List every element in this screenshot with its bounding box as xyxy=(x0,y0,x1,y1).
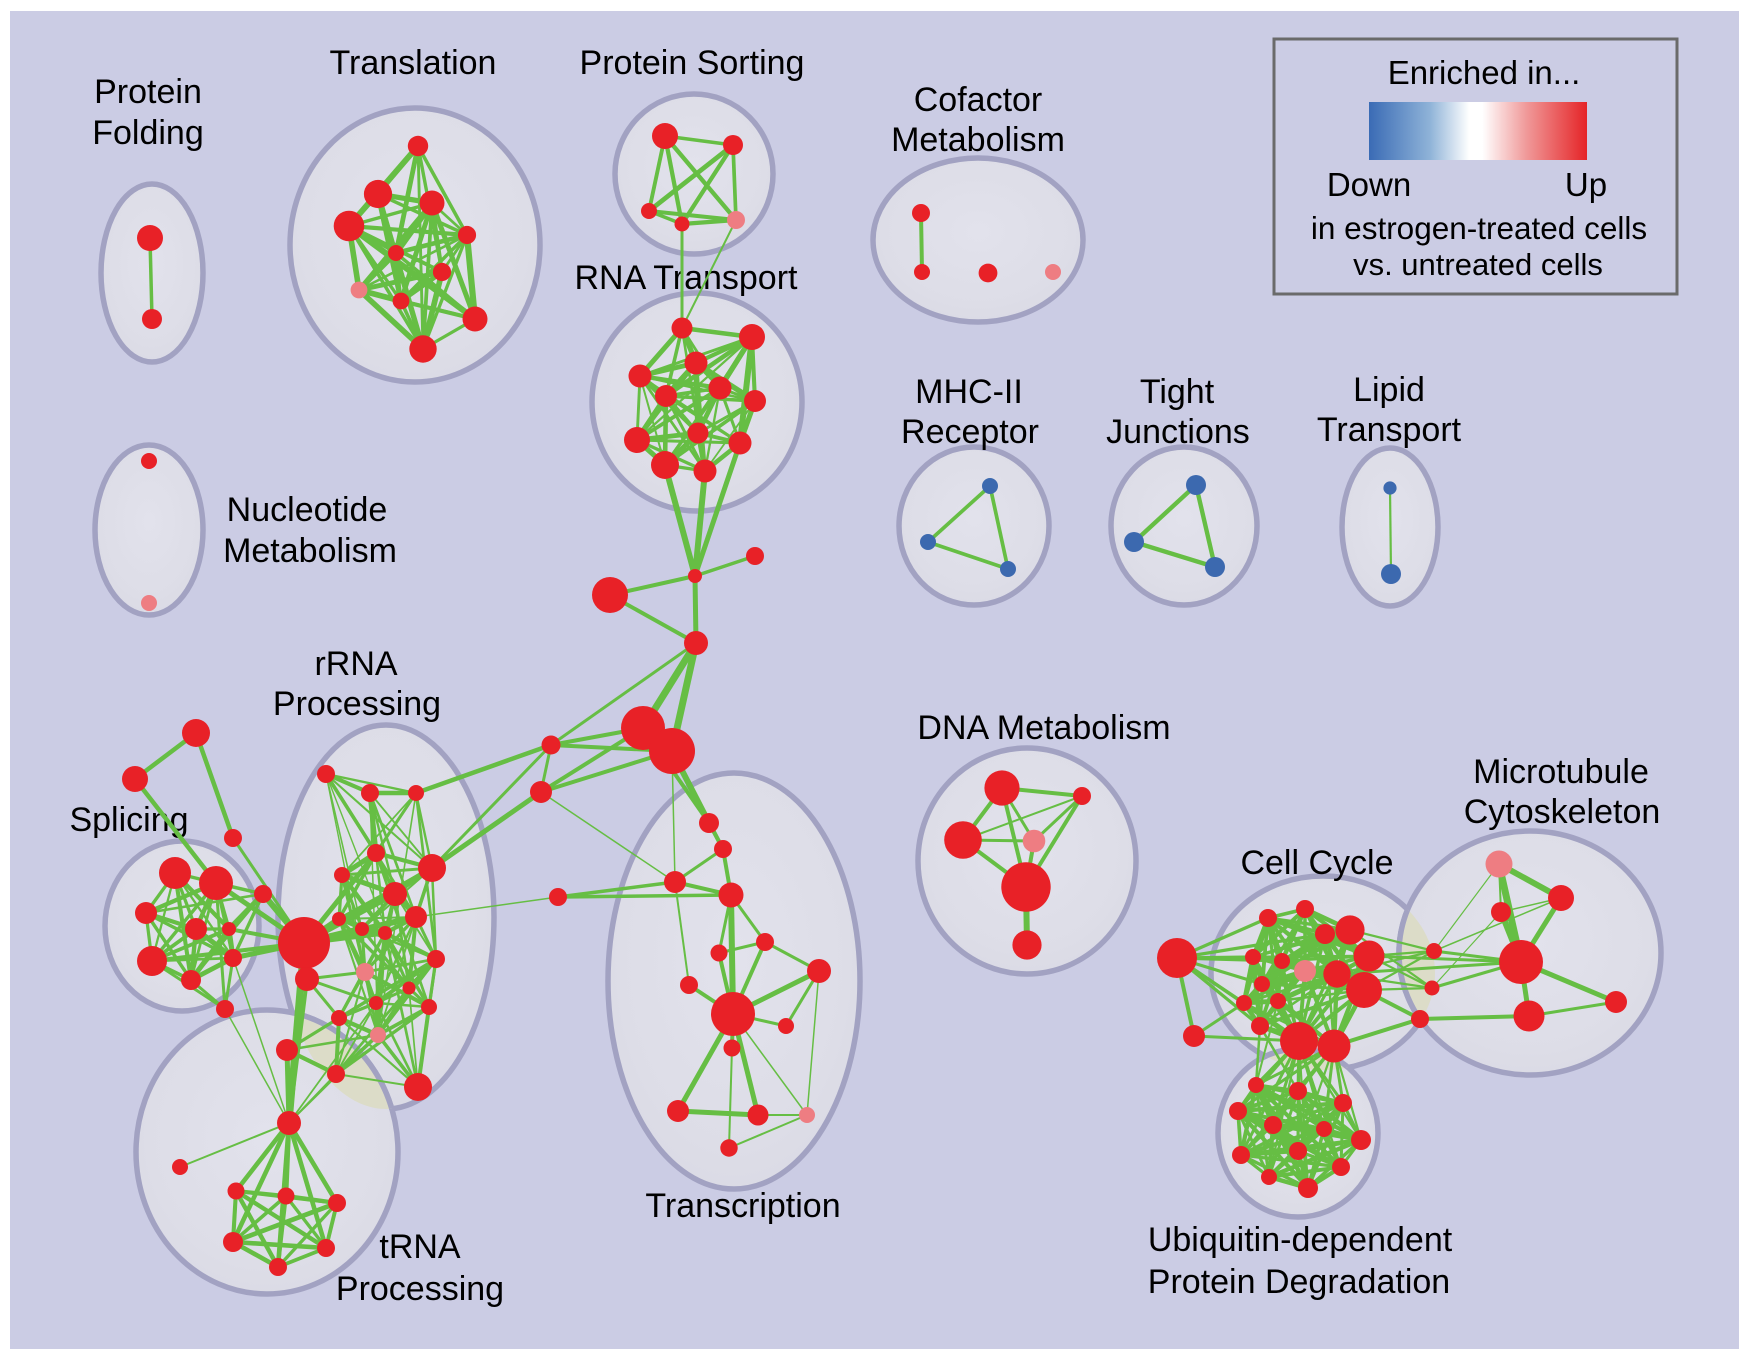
svg-text:vs. untreated cells: vs. untreated cells xyxy=(1353,247,1603,282)
svg-text:rRNA: rRNA xyxy=(314,645,397,683)
svg-text:Tight: Tight xyxy=(1140,373,1215,411)
svg-text:Cofactor: Cofactor xyxy=(914,81,1043,119)
svg-text:Transport: Transport xyxy=(1317,411,1462,449)
svg-text:Metabolism: Metabolism xyxy=(223,532,397,570)
svg-text:Cytoskeleton: Cytoskeleton xyxy=(1464,793,1661,831)
svg-text:Receptor: Receptor xyxy=(901,413,1039,451)
svg-text:RNA Transport: RNA Transport xyxy=(575,259,799,297)
svg-text:Metabolism: Metabolism xyxy=(891,121,1065,159)
svg-text:Microtubule: Microtubule xyxy=(1473,753,1649,791)
svg-text:Enriched in...: Enriched in... xyxy=(1388,54,1581,91)
svg-text:Splicing: Splicing xyxy=(69,801,188,839)
svg-text:Protein Degradation: Protein Degradation xyxy=(1148,1263,1450,1301)
svg-text:Protein: Protein xyxy=(94,73,202,111)
svg-text:DNA Metabolism: DNA Metabolism xyxy=(917,709,1170,747)
svg-text:Processing: Processing xyxy=(336,1270,504,1308)
svg-text:Protein Sorting: Protein Sorting xyxy=(580,44,805,82)
svg-text:Down: Down xyxy=(1327,166,1411,203)
svg-text:Processing: Processing xyxy=(273,685,441,723)
svg-text:Up: Up xyxy=(1565,166,1607,203)
svg-text:MHC-II: MHC-II xyxy=(915,373,1023,411)
svg-text:tRNA: tRNA xyxy=(379,1228,461,1266)
svg-text:Nucleotide: Nucleotide xyxy=(227,491,388,529)
svg-text:Transcription: Transcription xyxy=(645,1187,840,1225)
svg-text:Cell Cycle: Cell Cycle xyxy=(1240,844,1393,882)
svg-text:Junctions: Junctions xyxy=(1106,413,1250,451)
svg-text:Ubiquitin-dependent: Ubiquitin-dependent xyxy=(1148,1221,1453,1259)
svg-text:Translation: Translation xyxy=(330,44,497,82)
svg-text:Lipid: Lipid xyxy=(1353,371,1425,409)
svg-text:Folding: Folding xyxy=(92,114,204,152)
svg-text:in estrogen-treated cells: in estrogen-treated cells xyxy=(1311,210,1647,246)
